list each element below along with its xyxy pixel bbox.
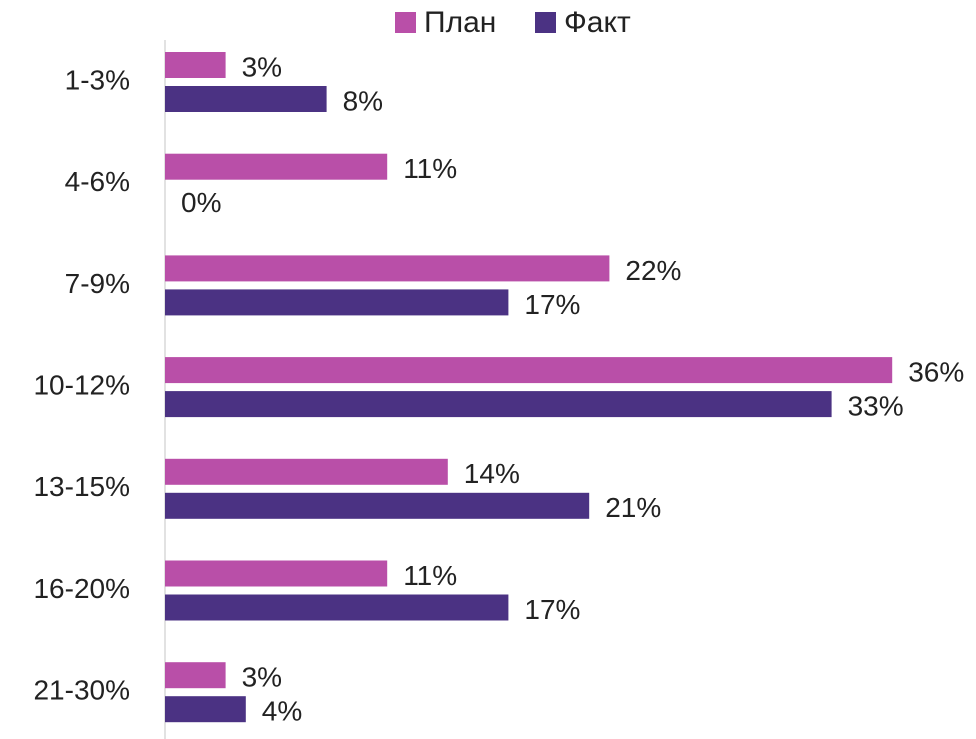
bar	[165, 289, 509, 316]
value-label: 17%	[524, 289, 580, 320]
legend-label: Факт	[564, 6, 631, 39]
bar	[165, 594, 509, 621]
bar	[165, 357, 893, 384]
legend-label: План	[424, 6, 496, 39]
bar	[165, 52, 226, 78]
y-tick-label: 16-20%	[33, 573, 130, 604]
value-label: 3%	[242, 662, 282, 693]
y-tick-label: 10-12%	[33, 369, 130, 400]
y-tick-label: 7-9%	[65, 268, 130, 299]
bar	[165, 662, 226, 689]
bar	[165, 391, 832, 418]
y-tick-label: 13-15%	[33, 471, 130, 502]
value-label: 33%	[848, 390, 904, 421]
y-tick-label: 21-30%	[33, 675, 130, 706]
bar	[165, 492, 590, 519]
value-label: 22%	[625, 255, 681, 286]
legend-swatch	[535, 12, 556, 33]
value-label: 0%	[181, 187, 221, 218]
value-label: 14%	[464, 458, 520, 489]
bar	[165, 696, 246, 723]
bar	[165, 560, 388, 587]
legend-swatch	[395, 12, 416, 33]
value-label: 21%	[605, 492, 661, 523]
value-label: 17%	[524, 594, 580, 625]
value-label: 11%	[403, 153, 457, 184]
bar	[165, 153, 388, 180]
value-label: 11%	[403, 560, 457, 591]
value-label: 3%	[242, 51, 282, 82]
y-tick-label: 4-6%	[65, 166, 130, 197]
value-label: 36%	[908, 356, 964, 387]
bar	[165, 255, 610, 282]
value-label: 8%	[343, 85, 383, 116]
y-tick-label: 1-3%	[65, 64, 130, 95]
bar	[165, 86, 327, 112]
value-label: 4%	[262, 696, 302, 727]
bar	[165, 458, 448, 485]
